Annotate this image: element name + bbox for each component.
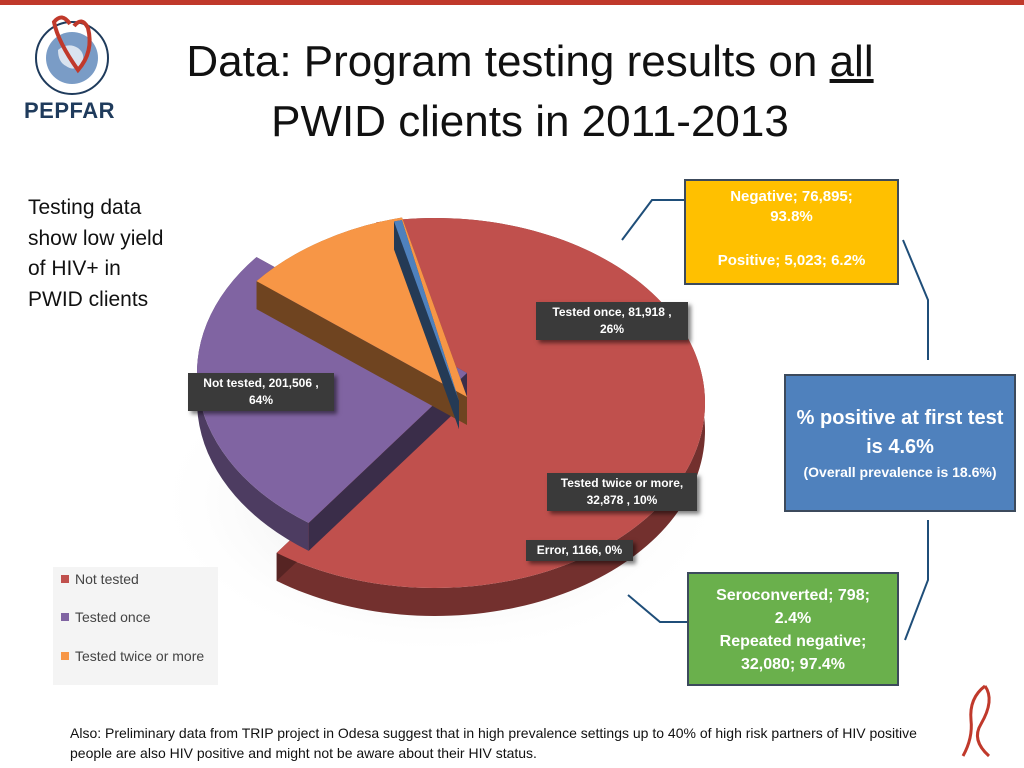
negative-line-2: 93.8% [686, 207, 897, 227]
sero-line-3: Repeated negative; [689, 630, 897, 653]
sero-line-2: 2.4% [689, 607, 897, 630]
footnote: Also: Preliminary data from TRIP project… [70, 723, 940, 763]
data-label-tested-twice: Tested twice or more, 32,878 , 10% [547, 473, 697, 511]
sero-line-1: Seroconverted; 798; [689, 584, 897, 607]
legend-item-tested-once: Tested once [75, 607, 205, 627]
negative-line-1: Negative; 76,895; [686, 187, 897, 207]
legend-swatch [61, 613, 69, 621]
data-label-not-tested: Not tested, 201,506 , 64% [188, 373, 334, 411]
legend-label: Tested once [75, 609, 151, 625]
legend-label: Tested twice or more [75, 648, 204, 664]
positive-line: Positive; 5,023; 6.2% [686, 251, 897, 271]
legend-swatch [61, 652, 69, 660]
legend-swatch [61, 575, 69, 583]
chart-legend: Not tested Tested once Tested twice or m… [53, 567, 218, 685]
data-label-tested-once: Tested once, 81,918 , 26% [536, 302, 688, 340]
legend-item-not-tested: Not tested [75, 569, 205, 589]
seroconversion-callout: Seroconverted; 798; 2.4% Repeated negati… [687, 572, 899, 686]
legend-label: Not tested [75, 571, 139, 587]
sero-line-4: 32,080; 97.4% [689, 653, 897, 676]
negative-positive-callout: Negative; 76,895; 93.8% Positive; 5,023;… [684, 179, 899, 285]
percent-positive-callout: % positive at first test is 4.6% (Overal… [784, 374, 1016, 512]
data-label-error: Error, 1166, 0% [526, 540, 633, 561]
percent-positive-main: % positive at first test is 4.6% [786, 404, 1014, 462]
legend-item-tested-twice: Tested twice or more [75, 646, 205, 666]
red-ribbon-icon [945, 680, 1005, 760]
overall-prevalence-note: (Overall prevalence is 18.6%) [786, 462, 1014, 482]
